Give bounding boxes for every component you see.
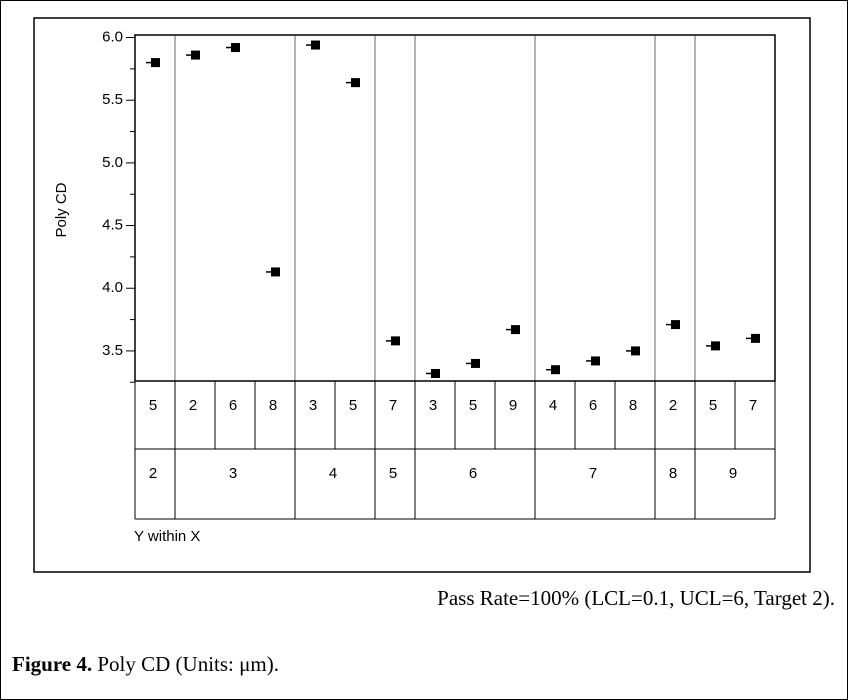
x-tick-label: 7 [389, 397, 397, 414]
y-tick-label: 5.0 [102, 154, 123, 171]
note: Pass Rate=100% (LCL=0.1, UCL=6, Target 2… [437, 586, 835, 610]
point [351, 78, 360, 88]
x-tick-label: 6 [229, 397, 237, 414]
y-tick-label: 4.5 [102, 217, 123, 234]
x-tick-label: 6 [589, 397, 597, 414]
x-tick-label: 5 [349, 397, 357, 414]
x-tick-label: 9 [509, 397, 517, 414]
group-label: 9 [729, 465, 737, 482]
y-tick-label: 3.5 [102, 342, 123, 359]
point [151, 58, 160, 68]
x-tick-label: 5 [709, 397, 717, 414]
group-label: 5 [389, 465, 397, 482]
group-label: 2 [149, 465, 157, 482]
x-tick-label: 2 [189, 397, 197, 414]
point [391, 336, 400, 346]
x-tick-label: 5 [469, 397, 477, 414]
x-tick-label: 2 [669, 397, 677, 414]
x-tick-label: 4 [549, 397, 557, 414]
y-tick-label: 4.0 [102, 279, 123, 296]
point [471, 358, 480, 368]
x-tick-label: 8 [629, 397, 637, 414]
point [431, 368, 440, 378]
caption-label: Figure 4. [12, 652, 92, 676]
x-axis-label: Y within X [134, 528, 200, 545]
point [231, 43, 240, 53]
x-tick-label: 5 [149, 397, 157, 414]
group-label: 6 [469, 465, 477, 482]
point [551, 365, 560, 375]
group-label: 8 [669, 465, 677, 482]
point [671, 320, 680, 330]
group-label: 7 [589, 465, 597, 482]
point [311, 40, 320, 50]
point [631, 346, 640, 356]
x-tick-label: 8 [269, 397, 277, 414]
point [711, 341, 720, 351]
point [591, 356, 600, 366]
point [271, 267, 280, 277]
chart-frame [33, 17, 811, 573]
x-tick-label: 3 [309, 397, 317, 414]
point [751, 333, 760, 343]
caption: Figure 4. Poly CD (Units: μm). [12, 652, 279, 676]
caption-text: Poly CD (Units: μm). [97, 652, 279, 676]
group-label: 4 [329, 465, 337, 482]
y-axis-label: Poly CD [53, 182, 70, 237]
point [191, 50, 200, 60]
group-label: 3 [229, 465, 237, 482]
y-tick-label: 6.0 [102, 28, 123, 45]
point [511, 325, 520, 335]
x-tick-label: 3 [429, 397, 437, 414]
y-tick-label: 5.5 [102, 91, 123, 108]
x-tick-label: 7 [749, 397, 757, 414]
